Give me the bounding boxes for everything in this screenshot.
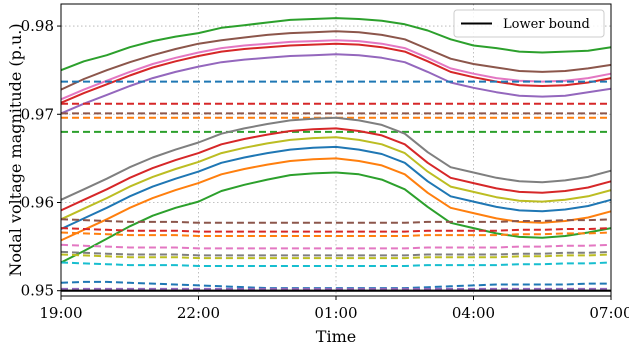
series-line-17 — [60, 218, 612, 224]
grid-lines — [60, 4, 612, 296]
legend-box — [453, 9, 605, 38]
x-tick-label: 01:00 — [314, 304, 357, 322]
y-tick-label: 0.96 — [21, 193, 54, 211]
series-line-15 — [60, 157, 612, 242]
y-axis-ticks: 0.95 0.96 0.97 0.98 — [21, 17, 61, 300]
series-line-12 — [60, 127, 612, 212]
series-line-14 — [60, 145, 612, 230]
series-line-22 — [60, 253, 612, 260]
series-line-20 — [60, 243, 612, 250]
y-tick-label: 0.95 — [21, 282, 54, 300]
x-tick-label: 04:00 — [452, 304, 495, 322]
series-line-19 — [60, 231, 612, 237]
series-line-1 — [60, 17, 612, 72]
legend-label-lower-bound: Lower bound — [503, 17, 590, 32]
series-group — [60, 17, 612, 290]
y-tick-label: 0.97 — [21, 105, 54, 123]
series-line-4 — [60, 42, 612, 104]
x-axis-label: Time — [316, 327, 356, 346]
series-line-21 — [60, 250, 612, 257]
x-tick-label: 22:00 — [177, 304, 220, 322]
legend: Lower bound — [453, 9, 605, 38]
series-line-16 — [60, 171, 612, 264]
series-line-13 — [60, 136, 612, 221]
series-line-23 — [60, 261, 612, 267]
series-line-11 — [60, 116, 612, 201]
y-tick-label: 0.98 — [21, 17, 54, 35]
x-tick-label: 19:00 — [39, 304, 82, 322]
series-line-2 — [60, 30, 612, 91]
series-line-18 — [60, 227, 612, 233]
x-tick-label: 07:00 — [589, 304, 629, 322]
y-axis-label: Nodal voltage magnitude (p.u.) — [6, 23, 25, 276]
series-line-5 — [60, 53, 612, 115]
series-line-3 — [60, 39, 612, 101]
x-axis-ticks: 19:00 22:00 01:00 04:00 07:00 — [39, 296, 629, 322]
